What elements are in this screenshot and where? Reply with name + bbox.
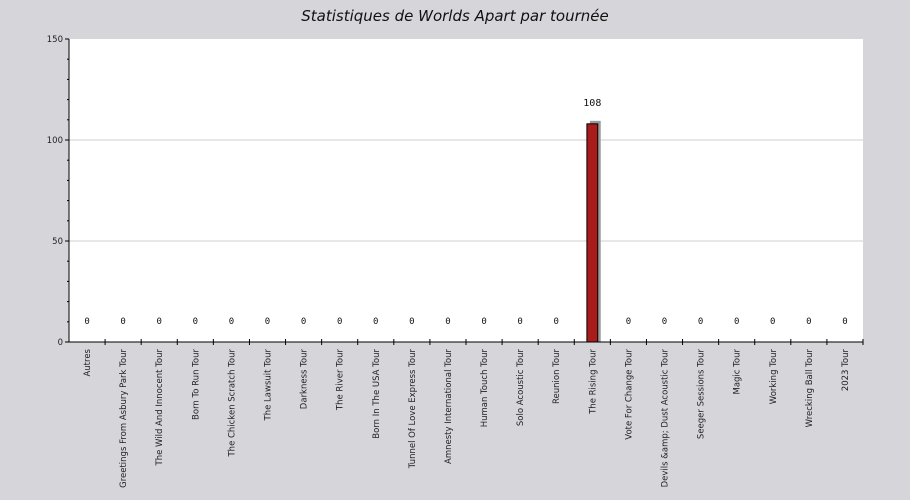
x-tick-label: Wrecking Ball Tour (805, 349, 815, 428)
bar-value-label: 0 (229, 317, 234, 327)
bar-value-label: 0 (517, 317, 522, 327)
bars (586, 120, 601, 343)
bar-value-label: 0 (662, 317, 667, 327)
bar-value-label: 108 (583, 98, 601, 109)
y-tick-label: 100 (47, 136, 63, 146)
x-tick-label: Darkness Tour (300, 349, 310, 410)
bar-value-label: 0 (481, 317, 486, 327)
bar-value-label: 0 (337, 317, 342, 327)
bar-value-label: 0 (193, 317, 198, 327)
x-tick-label: Human Touch Tour (480, 349, 490, 428)
grid-lines (69, 139, 863, 242)
bar-value-label: 0 (698, 317, 703, 327)
x-tick-label: 2023 Tour (841, 349, 851, 392)
x-tick-label: Born In The USA Tour (372, 349, 382, 439)
bar-value-label: 0 (120, 317, 125, 327)
x-tick-label: Born To Run Tour (191, 349, 201, 420)
x-tick-label: Solo Acoustic Tour (516, 349, 526, 427)
bar-value-label: 0 (842, 317, 847, 327)
bar (586, 123, 599, 343)
bar-value-label: 0 (409, 317, 414, 327)
x-tick-label: The Wild And Innocent Tour (155, 349, 165, 467)
x-tick-label: The Rising Tour (588, 349, 598, 415)
x-tick-label: Vote For Change Tour (624, 349, 634, 440)
bar-value-label: 0 (301, 317, 306, 327)
y-tick-label: 50 (52, 237, 63, 247)
x-tick-label: Magic Tour (733, 349, 743, 395)
bar-value-label: 0 (84, 317, 89, 327)
plot-area (69, 39, 863, 342)
bar-value-label: 0 (734, 317, 739, 327)
x-tick-label: The Lawsuit Tour (264, 348, 274, 421)
bar-value-label: 0 (554, 317, 559, 327)
x-tick-label: Seeger Sessions Tour (697, 349, 707, 440)
y-tick-label: 0 (58, 338, 63, 348)
bar-value-label: 0 (157, 317, 162, 327)
x-tick-label: Amnesty International Tour (444, 349, 454, 464)
axes (65, 38, 864, 345)
x-tick-label: Devils &amp; Dust Acoustic Tour (661, 348, 671, 487)
bar-value-label: 0 (373, 317, 378, 327)
x-tick-label: Autres (83, 348, 93, 376)
bar-value-label: 0 (265, 317, 270, 327)
bar-value-label: 0 (626, 317, 631, 327)
chart-title: Statistiques de Worlds Apart par tournée (301, 7, 608, 25)
x-tick-label: Tunnel Of Love Express Tour (408, 349, 418, 470)
y-tick-label: 150 (47, 35, 63, 45)
x-tick-label: Working Tour (769, 348, 779, 404)
x-tick-label: Reunion Tour (552, 349, 562, 405)
x-tick-label: The River Tour (336, 349, 346, 412)
x-tick-label: The Chicken Scratch Tour (227, 349, 237, 458)
x-tick-label: Greetings From Asbury Park Tour (119, 349, 129, 488)
bar-value-label: 0 (770, 317, 775, 327)
bar-value-label: 0 (445, 317, 450, 327)
labels: 0 50 100 150 0 Autres 0 Greetings From Asbury P… (47, 35, 851, 488)
bar-value-label: 0 (806, 317, 811, 327)
